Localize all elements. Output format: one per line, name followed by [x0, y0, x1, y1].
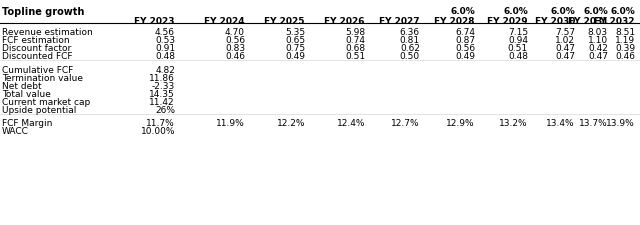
Text: 11.7%: 11.7% — [147, 119, 175, 128]
Text: 11.42: 11.42 — [149, 98, 175, 107]
Text: 0.42: 0.42 — [588, 44, 608, 53]
Text: 0.94: 0.94 — [508, 36, 528, 45]
Text: WACC: WACC — [2, 127, 29, 136]
Text: FY 2024: FY 2024 — [204, 17, 245, 26]
Text: 0.51: 0.51 — [508, 44, 528, 53]
Text: 6.0%: 6.0% — [451, 7, 475, 16]
Text: 0.87: 0.87 — [455, 36, 475, 45]
Text: FY 2029: FY 2029 — [488, 17, 528, 26]
Text: 0.75: 0.75 — [285, 44, 305, 53]
Text: FY 2028: FY 2028 — [435, 17, 475, 26]
Text: Revenue estimation: Revenue estimation — [2, 28, 93, 37]
Text: FY 2027: FY 2027 — [380, 17, 420, 26]
Text: 0.51: 0.51 — [345, 52, 365, 61]
Text: 12.2%: 12.2% — [276, 119, 305, 128]
Text: FY 2026: FY 2026 — [324, 17, 365, 26]
Text: 5.98: 5.98 — [345, 28, 365, 37]
Text: FY 2023: FY 2023 — [134, 17, 175, 26]
Text: 0.49: 0.49 — [285, 52, 305, 61]
Text: 11.86: 11.86 — [149, 74, 175, 83]
Text: 1.19: 1.19 — [615, 36, 635, 45]
Text: 6.0%: 6.0% — [503, 7, 528, 16]
Text: Upside potential: Upside potential — [2, 106, 76, 115]
Text: FY 2030: FY 2030 — [534, 17, 575, 26]
Text: 0.53: 0.53 — [155, 36, 175, 45]
Text: 13.2%: 13.2% — [499, 119, 528, 128]
Text: 6.0%: 6.0% — [550, 7, 575, 16]
Text: 14.35: 14.35 — [149, 90, 175, 99]
Text: -2.33: -2.33 — [152, 82, 175, 91]
Text: 0.68: 0.68 — [345, 44, 365, 53]
Text: 0.50: 0.50 — [400, 52, 420, 61]
Text: 6.74: 6.74 — [455, 28, 475, 37]
Text: 0.91: 0.91 — [155, 44, 175, 53]
Text: FCF Margin: FCF Margin — [2, 119, 52, 128]
Text: Discounted FCF: Discounted FCF — [2, 52, 72, 61]
Text: 0.48: 0.48 — [155, 52, 175, 61]
Text: FY 2032: FY 2032 — [595, 17, 635, 26]
Text: 1.10: 1.10 — [588, 36, 608, 45]
Text: 0.83: 0.83 — [225, 44, 245, 53]
Text: Discount factor: Discount factor — [2, 44, 71, 53]
Text: 11.9%: 11.9% — [216, 119, 245, 128]
Text: 0.47: 0.47 — [555, 44, 575, 53]
Text: 10.00%: 10.00% — [141, 127, 175, 136]
Text: 0.49: 0.49 — [455, 52, 475, 61]
Text: 0.39: 0.39 — [615, 44, 635, 53]
Text: 5.35: 5.35 — [285, 28, 305, 37]
Text: 13.7%: 13.7% — [579, 119, 608, 128]
Text: 1.02: 1.02 — [555, 36, 575, 45]
Text: 12.7%: 12.7% — [392, 119, 420, 128]
Text: 6.36: 6.36 — [400, 28, 420, 37]
Text: Current market cap: Current market cap — [2, 98, 90, 107]
Text: Cumulative FCF: Cumulative FCF — [2, 66, 73, 75]
Text: 12.9%: 12.9% — [446, 119, 475, 128]
Text: 7.57: 7.57 — [555, 28, 575, 37]
Text: 0.46: 0.46 — [615, 52, 635, 61]
Text: 4.82: 4.82 — [155, 66, 175, 75]
Text: 0.74: 0.74 — [345, 36, 365, 45]
Text: 13.4%: 13.4% — [547, 119, 575, 128]
Text: 6.0%: 6.0% — [583, 7, 608, 16]
Text: 0.65: 0.65 — [285, 36, 305, 45]
Text: 0.56: 0.56 — [225, 36, 245, 45]
Text: FY 2025: FY 2025 — [264, 17, 305, 26]
Text: 0.47: 0.47 — [555, 52, 575, 61]
Text: 0.56: 0.56 — [455, 44, 475, 53]
Text: 12.4%: 12.4% — [337, 119, 365, 128]
Text: 4.56: 4.56 — [155, 28, 175, 37]
Text: Total value: Total value — [2, 90, 51, 99]
Text: 0.62: 0.62 — [400, 44, 420, 53]
Text: Topline growth: Topline growth — [2, 7, 84, 17]
Text: 0.81: 0.81 — [400, 36, 420, 45]
Text: 0.47: 0.47 — [588, 52, 608, 61]
Text: 8.51: 8.51 — [615, 28, 635, 37]
Text: Net debt: Net debt — [2, 82, 42, 91]
Text: Termination value: Termination value — [2, 74, 83, 83]
Text: 13.9%: 13.9% — [606, 119, 635, 128]
Text: FCF estimation: FCF estimation — [2, 36, 70, 45]
Text: 26%: 26% — [155, 106, 175, 115]
Text: 0.48: 0.48 — [508, 52, 528, 61]
Text: 6.0%: 6.0% — [611, 7, 635, 16]
Text: FY 2031: FY 2031 — [568, 17, 608, 26]
Text: 4.70: 4.70 — [225, 28, 245, 37]
Text: 8.03: 8.03 — [588, 28, 608, 37]
Text: 0.46: 0.46 — [225, 52, 245, 61]
Text: 7.15: 7.15 — [508, 28, 528, 37]
